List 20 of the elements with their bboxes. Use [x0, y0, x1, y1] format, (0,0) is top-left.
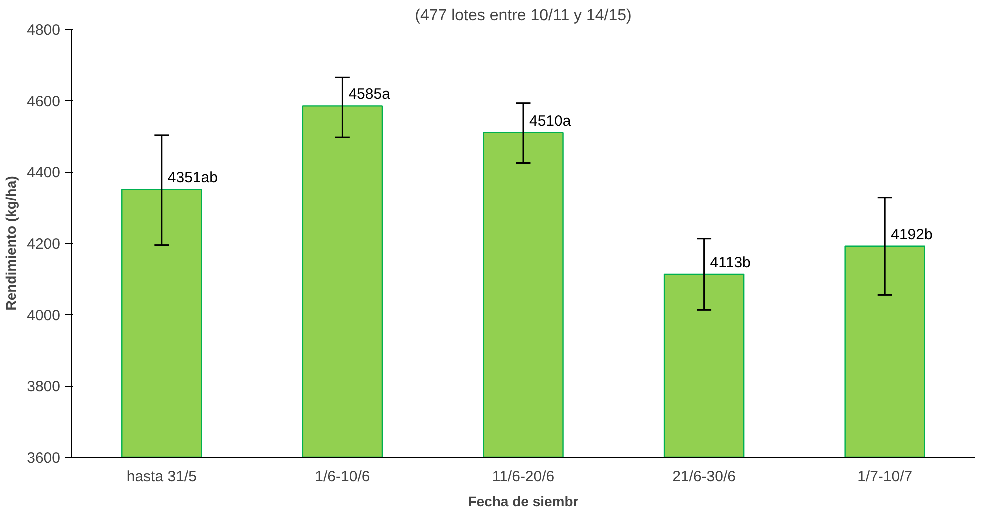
y-tick-label: 4800 — [27, 22, 61, 39]
x-tick-label: 11/6-20/6 — [492, 468, 555, 486]
data-label: 4351ab — [168, 170, 218, 187]
y-tick-label: 4600 — [27, 93, 61, 110]
y-tick-label: 4000 — [27, 307, 61, 324]
data-label: 4510a — [530, 112, 572, 130]
x-tick-label: 21/6-30/6 — [672, 468, 736, 486]
y-axis-title: Rendimiento (kg/ha) — [3, 176, 20, 311]
x-tick-label: hasta 31/5 — [126, 468, 197, 486]
y-tick-label: 4200 — [27, 236, 61, 253]
data-label: 4585a — [348, 86, 392, 104]
chart-title: (477 lotes entre 10/11 y 14/15) — [415, 8, 632, 24]
data-label: 4192b — [891, 226, 933, 244]
x-tick-label: 1/7-10/7 — [858, 468, 913, 486]
data-label: 4113b — [710, 254, 751, 272]
x-axis-title: Fecha de siembr — [468, 494, 580, 510]
y-tick-label: 3600 — [27, 450, 61, 467]
y-tick-label: 3800 — [27, 378, 61, 396]
y-tick-label: 4400 — [27, 164, 61, 182]
x-tick-label: 1/6-10/6 — [315, 468, 370, 486]
